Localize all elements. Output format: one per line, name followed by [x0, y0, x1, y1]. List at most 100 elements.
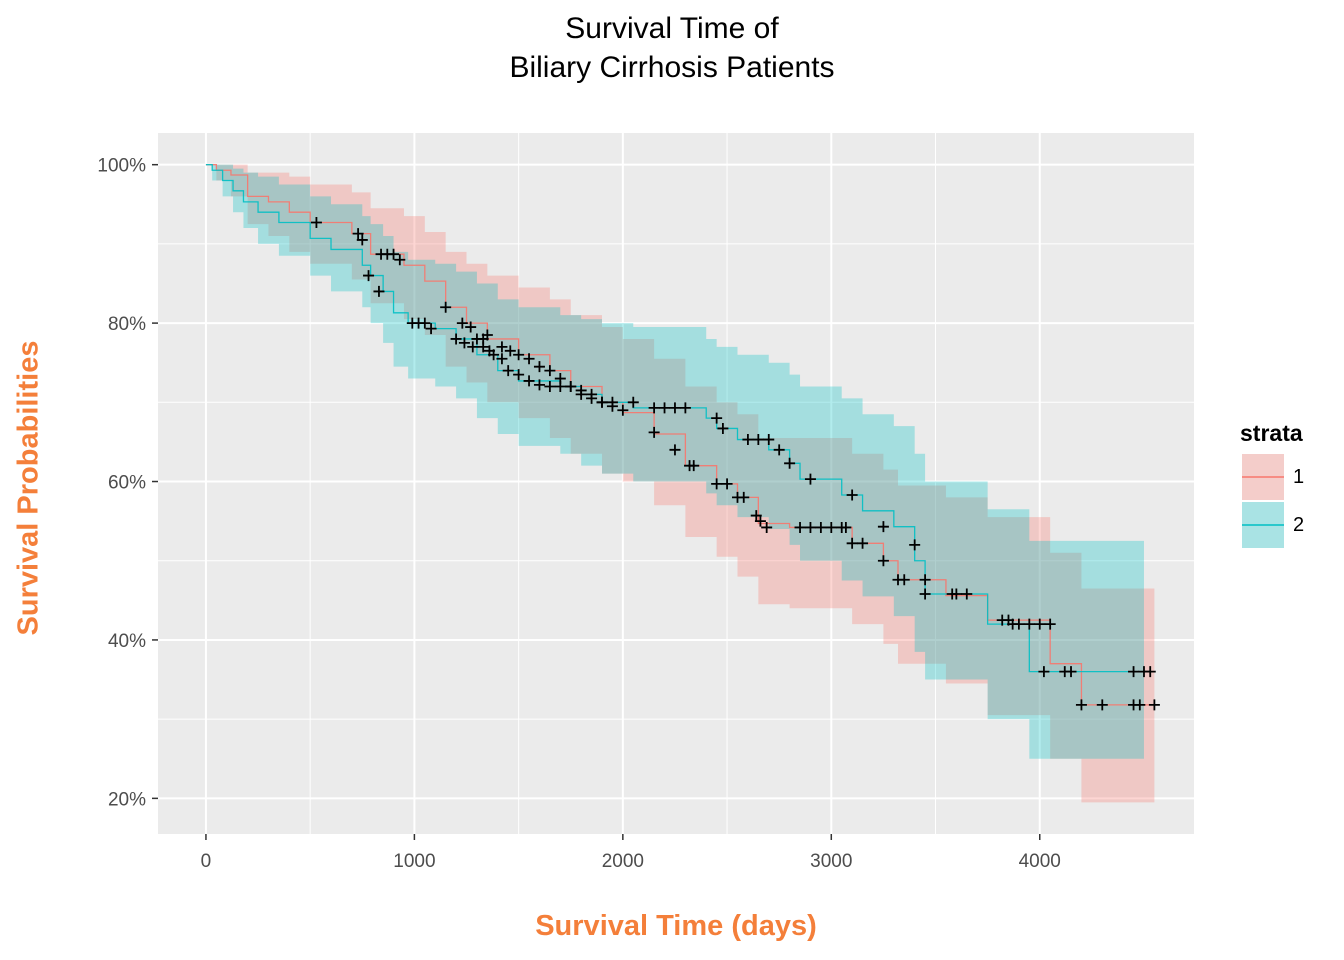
- censor-mark-strata-1: [825, 521, 837, 533]
- censor-mark-strata-1: [846, 537, 858, 549]
- censor-mark-strata-1: [738, 491, 750, 503]
- censor-mark-strata-2: [425, 323, 437, 335]
- censor-mark-strata-2: [1128, 666, 1140, 678]
- y-tick-label: 60%: [108, 473, 146, 494]
- censor-mark-strata-2: [919, 588, 931, 600]
- censor-mark-strata-2: [711, 412, 723, 424]
- chart-title-line-1: Survival Time of: [565, 12, 779, 45]
- y-tick-label: 80%: [108, 314, 146, 335]
- x-tick-label: 2000: [602, 851, 644, 872]
- grid-minor: [158, 133, 1194, 834]
- censor-mark-strata-1: [750, 510, 762, 522]
- censor-mark-strata-1: [504, 345, 516, 357]
- censor-mark-strata-2: [1023, 618, 1035, 630]
- x-tick-label: 1000: [393, 851, 435, 872]
- censor-mark-strata-2: [679, 402, 691, 414]
- censor-mark-strata-1: [388, 248, 400, 260]
- censor-mark-strata-1: [1134, 699, 1146, 711]
- censor-mark-strata-2: [1038, 666, 1050, 678]
- censor-mark-strata-2: [419, 317, 431, 329]
- censor-mark-strata-2: [1034, 618, 1046, 630]
- censor-mark-strata-2: [533, 379, 545, 391]
- censor-mark-strata-2: [477, 341, 489, 353]
- censor-mark-strata-2: [669, 402, 681, 414]
- censor-mark-strata-1: [1096, 699, 1108, 711]
- censor-mark-strata-1: [617, 404, 629, 416]
- confidence-band-strata-1: [205, 164, 1155, 803]
- censor-mark-strata-2: [496, 353, 508, 365]
- censor-mark-strata-1: [356, 234, 368, 246]
- x-tick-label: 4000: [1019, 851, 1061, 872]
- censor-mark-strata-2: [1065, 666, 1077, 678]
- censor-mark-strata-2: [523, 375, 535, 387]
- confidence-band-strata-2: [205, 164, 1144, 759]
- x-tick-label: 0: [201, 851, 212, 872]
- x-axis: 0 1000 2000 3000 4000: [201, 834, 1061, 872]
- censor-mark-strata-2: [804, 473, 816, 485]
- x-tick-label: 3000: [810, 851, 852, 872]
- censor-mark-strata-2: [659, 402, 671, 414]
- censor-mark-strata-2: [627, 396, 639, 408]
- censor-mark-strata-1: [919, 574, 931, 586]
- censor-mark-strata-1: [711, 478, 723, 490]
- censor-mark-strata-2: [1144, 666, 1156, 678]
- censor-mark-strata-2: [950, 588, 962, 600]
- censor-mark-strata-2: [996, 614, 1008, 626]
- censor-mark-strata-1: [648, 426, 660, 438]
- y-axis: 20% 40% 60% 80% 100%: [97, 156, 158, 810]
- censor-mark-strata-2: [554, 380, 566, 392]
- censor-mark-strata-1: [804, 521, 816, 533]
- censor-mark-strata-1: [481, 329, 493, 341]
- censor-mark-strata-1: [754, 515, 766, 527]
- censor-mark-strata-1: [513, 349, 525, 361]
- censor-mark-strata-2: [467, 341, 479, 353]
- censor-mark-strata-1: [440, 301, 452, 313]
- censor-mark-strata-2: [909, 539, 921, 551]
- censor-mark-strata-1: [794, 521, 806, 533]
- censor-mark-strata-1: [1075, 699, 1087, 711]
- x-axis-label: Survival Time (days): [535, 910, 817, 942]
- censor-mark-strata-2: [877, 521, 889, 533]
- censor-marks: [310, 217, 1160, 711]
- y-tick-label: 20%: [108, 789, 146, 810]
- censor-mark-strata-2: [763, 434, 775, 446]
- y-tick-label: 40%: [108, 631, 146, 652]
- censor-mark-strata-2: [586, 392, 598, 404]
- censor-mark-strata-1: [465, 321, 477, 333]
- censor-mark-strata-1: [761, 521, 773, 533]
- censor-mark-strata-1: [877, 555, 889, 567]
- censor-mark-strata-2: [450, 333, 462, 345]
- censor-mark-strata-2: [544, 380, 556, 392]
- legend-label-strata-1: 1: [1293, 466, 1305, 488]
- censor-mark-strata-1: [669, 444, 681, 456]
- censor-mark-strata-1: [523, 353, 535, 365]
- censor-mark-strata-2: [742, 434, 754, 446]
- y-axis-label: Survival Probabilities: [12, 340, 45, 636]
- censor-mark-strata-2: [458, 337, 470, 349]
- censor-mark-strata-2: [513, 369, 525, 381]
- survival-curve-strata-1: [205, 164, 1155, 706]
- chart-title-line-2: Biliary Cirrhosis Patients: [509, 51, 835, 84]
- y-tick-label: 100%: [97, 156, 146, 177]
- censor-mark-strata-1: [857, 537, 869, 549]
- censor-mark-strata-1: [310, 217, 322, 229]
- censor-mark-strata-2: [363, 270, 375, 282]
- censor-mark-strata-1: [496, 341, 508, 353]
- confidence-bands: [205, 164, 1155, 803]
- censor-mark-strata-2: [565, 380, 577, 392]
- censor-mark-strata-1: [456, 317, 468, 329]
- censor-mark-strata-2: [961, 588, 973, 600]
- censor-mark-strata-2: [773, 444, 785, 456]
- censor-mark-strata-2: [784, 457, 796, 469]
- censor-mark-strata-1: [544, 365, 556, 377]
- censor-mark-strata-2: [1013, 618, 1025, 630]
- censor-mark-strata-1: [352, 228, 364, 240]
- censor-mark-strata-2: [648, 402, 660, 414]
- censor-mark-strata-1: [721, 478, 733, 490]
- censor-mark-strata-2: [575, 388, 587, 400]
- censor-mark-strata-2: [373, 285, 385, 297]
- censor-mark-strata-2: [1044, 618, 1056, 630]
- censor-mark-strata-2: [717, 422, 729, 434]
- censor-mark-strata-1: [1148, 699, 1160, 711]
